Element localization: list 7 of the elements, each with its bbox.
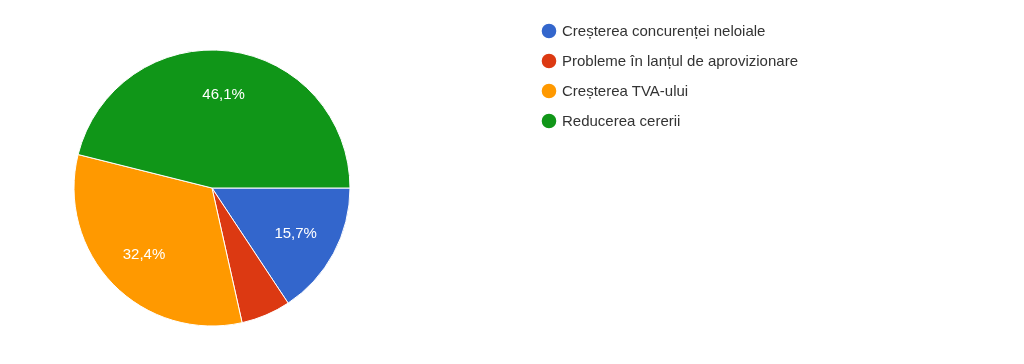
legend-label: Probleme în lanțul de aprovizionare	[562, 52, 798, 69]
data-label: 32,4%	[122, 245, 166, 263]
legend-label: Creșterea concurenței neloiale	[562, 22, 766, 39]
legend-label: Creșterea TVA-ului	[562, 82, 689, 99]
data-label: 15,7%	[274, 223, 317, 241]
legend-label: Reducerea cererii	[562, 112, 681, 129]
data-label: 46,1%	[202, 84, 245, 102]
